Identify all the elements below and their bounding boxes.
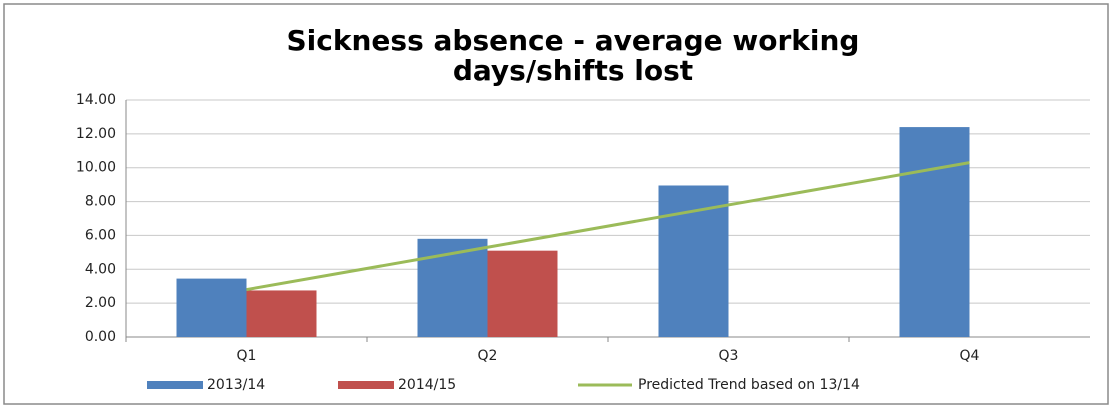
y-tick-label: 14.00	[76, 92, 116, 108]
x-tick-label: Q1	[237, 348, 257, 364]
bar	[176, 278, 247, 337]
bar	[487, 250, 558, 337]
bar	[417, 238, 488, 337]
x-tick-label: Q2	[478, 348, 498, 364]
y-tick-label: 10.00	[76, 160, 116, 176]
legend-label: 2013/14	[207, 377, 265, 393]
y-tick-label: 6.00	[85, 227, 116, 243]
chart-title: Sickness absence - average working	[287, 24, 860, 57]
x-tick-label: Q4	[960, 348, 980, 364]
legend-label: Predicted Trend based on 13/14	[638, 377, 860, 393]
bar	[246, 290, 317, 337]
y-tick-label: 8.00	[85, 194, 116, 210]
y-tick-label: 0.00	[85, 329, 116, 345]
x-tick-label: Q3	[719, 348, 739, 364]
y-tick-label: 12.00	[76, 126, 116, 142]
legend-label: 2014/15	[398, 377, 456, 393]
trend-line	[246, 161, 970, 292]
bar	[899, 127, 970, 337]
y-tick-label: 2.00	[85, 295, 116, 311]
y-tick-label: 4.00	[85, 261, 116, 277]
legend-swatch	[338, 381, 394, 389]
legend-swatch	[147, 381, 203, 389]
chart-title: days/shifts lost	[453, 54, 693, 87]
